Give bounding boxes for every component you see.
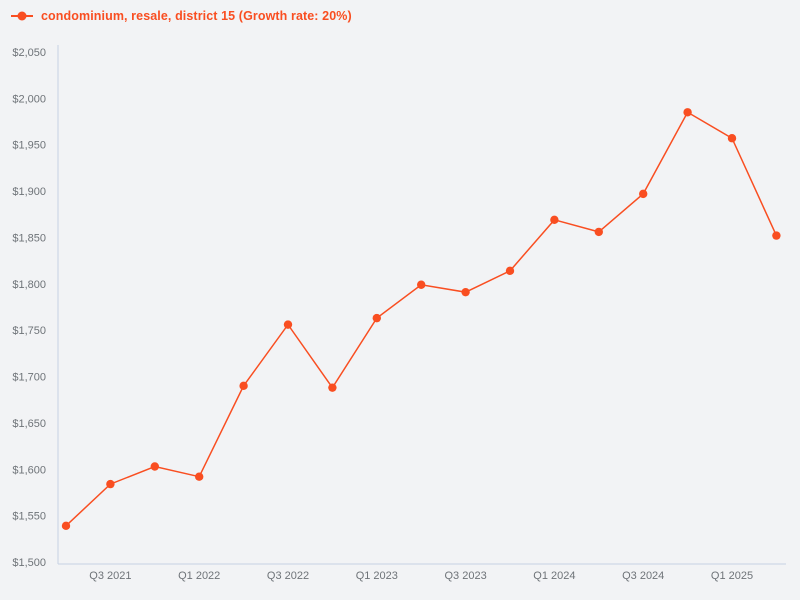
y-tick-label: $1,950	[12, 140, 46, 152]
y-tick-label: $1,650	[12, 418, 46, 430]
y-tick-label: $1,500	[12, 557, 46, 569]
legend-label: condominium, resale, district 15 (Growth…	[41, 9, 352, 23]
x-tick-label: Q3 2024	[622, 570, 664, 582]
data-point[interactable]	[683, 108, 692, 117]
y-tick-label: $1,750	[12, 325, 46, 337]
x-tick-label: Q1 2022	[178, 570, 220, 582]
data-point[interactable]	[150, 462, 159, 471]
x-tick-label: Q1 2025	[711, 570, 753, 582]
y-tick-label: $1,550	[12, 511, 46, 523]
y-tick-label: $1,600	[12, 464, 46, 476]
data-point[interactable]	[328, 383, 337, 392]
data-point[interactable]	[461, 287, 470, 297]
y-tick-label: $2,000	[12, 93, 46, 105]
data-point[interactable]	[550, 215, 559, 225]
x-tick-label: Q1 2023	[356, 570, 398, 582]
x-tick-label: Q3 2021	[89, 570, 131, 582]
x-tick-label: Q1 2024	[533, 570, 575, 582]
data-point[interactable]	[61, 521, 71, 531]
legend-line-dot-icon	[11, 11, 33, 21]
data-point[interactable]	[727, 134, 737, 143]
data-point[interactable]	[505, 266, 515, 276]
data-point[interactable]	[283, 320, 293, 329]
data-point[interactable]	[417, 280, 426, 289]
data-point[interactable]	[106, 479, 115, 489]
x-tick-label: Q3 2022	[267, 570, 309, 582]
y-tick-label: $1,700	[12, 372, 46, 384]
y-tick-label: $2,050	[12, 47, 46, 59]
y-tick-label: $1,800	[12, 279, 46, 291]
y-tick-label: $1,850	[12, 232, 46, 244]
series-line	[65, 111, 778, 527]
chart-legend[interactable]: condominium, resale, district 15 (Growth…	[10, 9, 352, 23]
x-tick-label: Q3 2023	[444, 570, 486, 582]
data-point[interactable]	[239, 381, 248, 391]
data-point[interactable]	[639, 189, 648, 199]
data-point[interactable]	[372, 313, 381, 323]
data-point[interactable]	[195, 472, 204, 481]
y-tick-label: $1,900	[12, 186, 46, 198]
data-point[interactable]	[594, 227, 603, 237]
data-point[interactable]	[772, 231, 781, 240]
